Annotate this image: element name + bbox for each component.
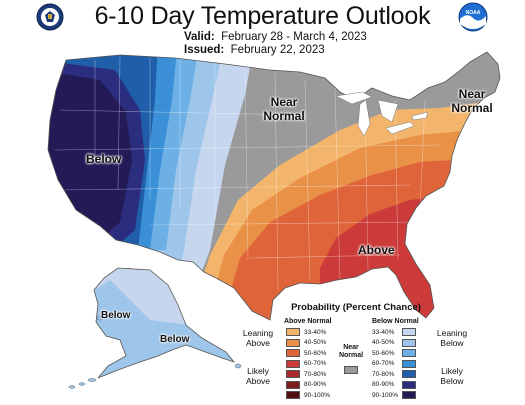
issued-line: Issued: February 22, 2023 (184, 44, 325, 56)
legend-below-swatch (402, 328, 416, 336)
leaning-below-line2: Below (440, 338, 464, 348)
likely-above-line2: Above (245, 376, 271, 386)
legend-below-range: 40-50% (372, 339, 395, 346)
likely-above-line1: Likely (247, 366, 269, 376)
legend-below-range: 50-60% (372, 349, 395, 357)
great-lakes (335, 91, 429, 137)
label-midwest-line1: Near (270, 95, 298, 109)
legend-above-range: 60-70% (304, 360, 327, 367)
legend-above-range: 50-60% (304, 349, 327, 357)
legend-title: Probability (Percent Chance) (291, 302, 421, 313)
label-northeast-line1: Near (458, 87, 486, 101)
legend-below-swatch (402, 349, 416, 357)
leaning-below-line1: Leaning (436, 328, 468, 338)
legend-above-range: 33-40% (304, 328, 327, 336)
near-normal-line1: Near (343, 344, 359, 351)
leaning-above-line2: Above (245, 338, 271, 348)
legend-above-swatch (286, 338, 300, 347)
legend-below-swatch (402, 391, 416, 399)
legend-above-range: 90-100% (304, 391, 331, 399)
label-southeast-above: Above (358, 243, 395, 257)
legend-above-range: 40-50% (304, 339, 327, 346)
near-normal-line2: Normal (338, 352, 364, 359)
likely-below-line2: Below (440, 376, 464, 386)
legend-likely-above: Likely Above (238, 366, 278, 386)
legend-below-swatch (402, 370, 416, 378)
label-midwest-line2: Normal (263, 109, 305, 123)
legend-above-header: Above Normal (284, 318, 332, 325)
legend-below-swatch (402, 359, 416, 368)
legend-above-swatch (286, 359, 300, 368)
valid-label: Valid: (184, 31, 215, 43)
legend-leaning-above: Leaning Above (238, 328, 278, 348)
valid-dates: February 28 - March 4, 2023 (221, 31, 367, 43)
probability-legend: Probability (Percent Chance) Above Norma… (238, 300, 474, 402)
valid-line: Valid: February 28 - March 4, 2023 (184, 31, 367, 43)
leaning-above-line1: Leaning (242, 328, 274, 338)
alaska-outline (93, 267, 236, 379)
legend-above-range: 80-90% (304, 381, 327, 388)
label-alaska-north-below: Below (101, 310, 131, 321)
label-northeast-near-normal: Near Normal (450, 87, 494, 115)
legend-below-range: 70-80% (372, 370, 395, 378)
legend-below-range: 80-90% (372, 381, 395, 388)
legend-above-range: 70-80% (304, 370, 327, 378)
label-west-below: Below (86, 152, 122, 166)
conus-outline (47, 51, 501, 321)
aleutian-islands (68, 315, 242, 389)
legend-above-swatch (286, 391, 300, 399)
legend-above-swatch (286, 328, 300, 336)
legend-above-swatch (286, 380, 300, 389)
legend-below-swatch (402, 338, 416, 347)
legend-above-swatch (286, 349, 300, 357)
legend-below-header: Below Normal (372, 318, 419, 325)
legend-near-normal-label: Near Normal (336, 344, 366, 360)
legend-below-swatch (402, 380, 416, 389)
legend-above-swatch (286, 370, 300, 378)
page-title: 6-10 Day Temperature Outlook (94, 2, 431, 30)
legend-near-normal-swatch (344, 366, 358, 374)
legend-below-range: 60-70% (372, 360, 395, 367)
state-lines (54, 56, 441, 291)
legend-likely-below: Likely Below (432, 366, 472, 386)
legend-below-range: 90-100% (372, 391, 399, 399)
label-northeast-line2: Normal (451, 101, 493, 115)
label-alaska-south-below: Below (160, 334, 190, 345)
label-midwest-near-normal: Near Normal (262, 95, 306, 123)
likely-below-line1: Likely (441, 366, 463, 376)
doc-seal-icon (36, 3, 64, 31)
issued-label: Issued: (184, 44, 225, 56)
issued-date: February 22, 2023 (230, 44, 325, 56)
legend-below-range: 33-40% (372, 328, 395, 336)
noaa-logo-icon: NOAA (458, 2, 488, 32)
svg-text:NOAA: NOAA (466, 10, 481, 16)
legend-leaning-below: Leaning Below (432, 328, 472, 348)
